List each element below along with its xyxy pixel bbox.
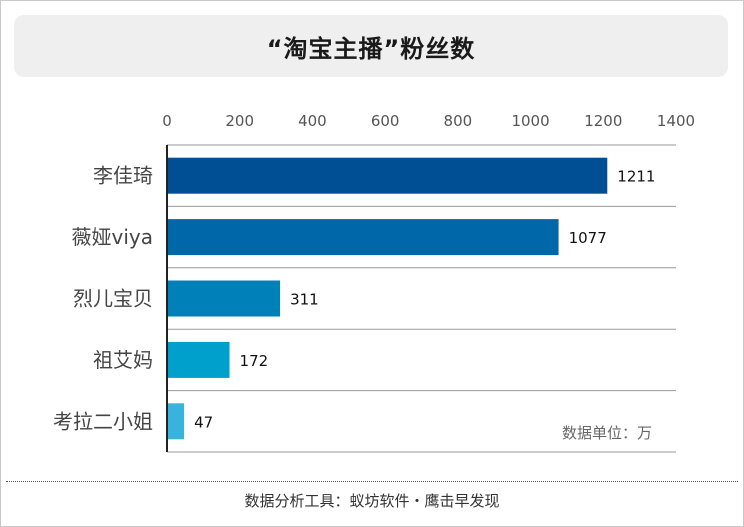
value-label: 172 [240,352,269,370]
bar [168,219,559,256]
category-label: 李佳琦 [93,164,153,188]
category-label: 祖艾妈 [93,348,153,372]
x-tick-label: 200 [225,112,254,130]
x-tick-label: 1400 [657,112,695,130]
chart-title: “淘宝主播”粉丝数 [266,34,476,63]
bars [168,157,608,440]
footer-divider [6,481,738,482]
unit-note: 数据单位：万 [562,424,652,442]
row-separators [167,144,676,453]
bar [168,157,608,194]
bar [168,280,281,317]
category-label: 考拉二小姐 [53,409,153,433]
bar [168,403,185,440]
footer-source: 数据分析工具：蚁坊软件・鹰击早发现 [244,492,500,510]
title-bar: “淘宝主播”粉丝数 [14,15,728,77]
x-axis-ticks: 0 200 400 600 800 1000 1200 1400 [162,112,695,130]
x-tick-label: 0 [162,112,172,130]
x-tick-label: 800 [444,112,473,130]
value-label: 47 [194,413,213,431]
x-tick-label: 1200 [584,112,622,130]
value-labels: 1211 1077 311 172 47 [194,168,655,432]
bar [168,341,230,378]
category-label: 薇娅viya [72,225,153,249]
category-label: 烈儿宝贝 [73,287,153,311]
x-tick-label: 400 [298,112,327,130]
x-tick-label: 1000 [511,112,549,130]
value-label: 1077 [569,229,607,247]
value-label: 311 [290,291,319,309]
x-tick-label: 600 [371,112,400,130]
value-label: 1211 [617,168,655,186]
